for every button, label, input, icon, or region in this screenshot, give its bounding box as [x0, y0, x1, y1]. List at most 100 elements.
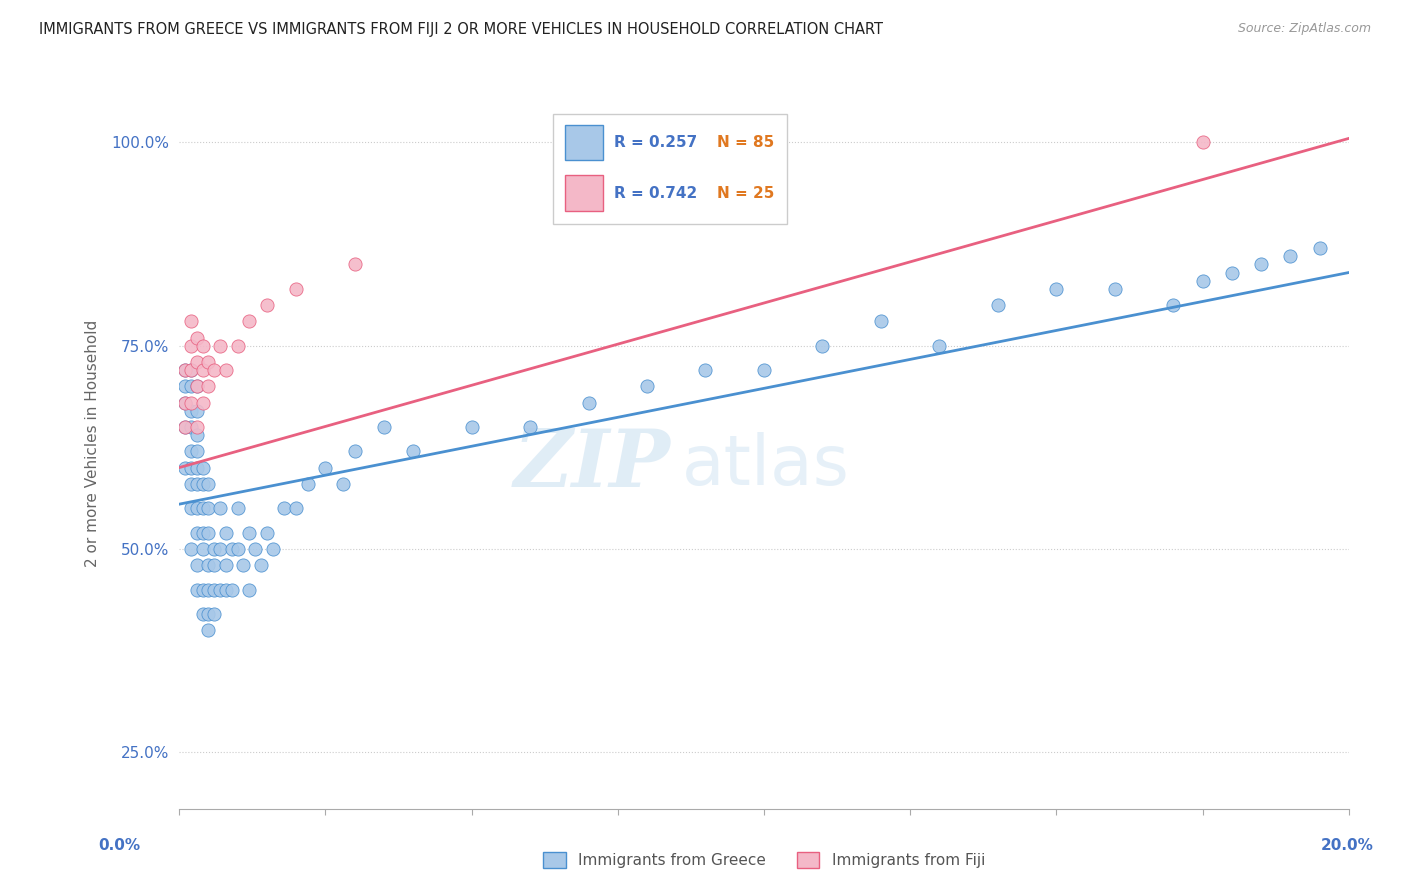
Point — [191, 501, 214, 516]
Point — [209, 339, 232, 353]
Point — [202, 582, 225, 597]
Point — [197, 582, 219, 597]
Point — [180, 363, 202, 377]
Point — [928, 339, 950, 353]
Point — [238, 525, 260, 540]
Point — [1279, 249, 1302, 263]
Point — [191, 395, 214, 409]
Point — [226, 339, 249, 353]
Point — [232, 558, 254, 573]
Point — [180, 363, 202, 377]
Point — [1104, 282, 1126, 296]
Point — [343, 257, 366, 271]
Point — [202, 558, 225, 573]
Point — [250, 558, 273, 573]
Point — [262, 541, 284, 556]
Point — [256, 298, 278, 312]
Point — [215, 525, 238, 540]
Point — [197, 355, 219, 369]
Point — [174, 420, 197, 434]
Point — [191, 607, 214, 621]
Point — [186, 379, 208, 393]
Point — [332, 476, 354, 491]
Point — [191, 363, 214, 377]
Point — [197, 501, 219, 516]
Point — [186, 558, 208, 573]
Point — [285, 282, 308, 296]
Point — [870, 314, 893, 328]
Point — [578, 395, 600, 409]
Point — [1191, 136, 1213, 150]
Point — [191, 582, 214, 597]
Point — [174, 363, 197, 377]
Point — [186, 460, 208, 475]
Point — [226, 541, 249, 556]
Point — [460, 420, 482, 434]
Point — [285, 501, 308, 516]
Point — [1191, 274, 1213, 288]
Point — [695, 363, 717, 377]
Point — [174, 363, 197, 377]
Point — [987, 298, 1010, 312]
Point — [186, 501, 208, 516]
Point — [186, 355, 208, 369]
Point — [215, 558, 238, 573]
Point — [186, 525, 208, 540]
Point — [1309, 241, 1331, 255]
Point — [343, 444, 366, 458]
Point — [215, 363, 238, 377]
Legend: Immigrants from Greece, Immigrants from Fiji: Immigrants from Greece, Immigrants from … — [537, 847, 991, 874]
Point — [238, 582, 260, 597]
Point — [221, 541, 243, 556]
Point — [180, 501, 202, 516]
Point — [191, 460, 214, 475]
Point — [186, 444, 208, 458]
Point — [186, 379, 208, 393]
Point — [191, 339, 214, 353]
Point — [752, 363, 775, 377]
Point — [1250, 257, 1272, 271]
Text: Source: ZipAtlas.com: Source: ZipAtlas.com — [1237, 22, 1371, 36]
Point — [1163, 298, 1185, 312]
Point — [811, 339, 834, 353]
Point — [238, 314, 260, 328]
Point — [180, 541, 202, 556]
Point — [174, 395, 197, 409]
Point — [197, 525, 219, 540]
Point — [314, 460, 336, 475]
Point — [209, 501, 232, 516]
Point — [186, 476, 208, 491]
Point — [191, 476, 214, 491]
Point — [226, 501, 249, 516]
Point — [180, 460, 202, 475]
Point — [215, 582, 238, 597]
Point — [202, 541, 225, 556]
Point — [174, 420, 197, 434]
Point — [174, 460, 197, 475]
Point — [297, 476, 319, 491]
Point — [209, 582, 232, 597]
Point — [180, 476, 202, 491]
Point — [186, 582, 208, 597]
Point — [221, 582, 243, 597]
Text: atlas: atlas — [682, 432, 851, 499]
Point — [186, 420, 208, 434]
Point — [519, 420, 541, 434]
Point — [197, 379, 219, 393]
Point — [180, 339, 202, 353]
Point — [174, 379, 197, 393]
Point — [202, 607, 225, 621]
Point — [186, 428, 208, 442]
Text: ZIP: ZIP — [513, 426, 671, 504]
Point — [197, 558, 219, 573]
Point — [191, 525, 214, 540]
Point — [174, 395, 197, 409]
Point — [180, 314, 202, 328]
Point — [1045, 282, 1067, 296]
Point — [197, 607, 219, 621]
Point — [197, 623, 219, 637]
Point — [636, 379, 658, 393]
Point — [180, 403, 202, 417]
Point — [191, 541, 214, 556]
Text: IMMIGRANTS FROM GREECE VS IMMIGRANTS FROM FIJI 2 OR MORE VEHICLES IN HOUSEHOLD C: IMMIGRANTS FROM GREECE VS IMMIGRANTS FRO… — [39, 22, 883, 37]
